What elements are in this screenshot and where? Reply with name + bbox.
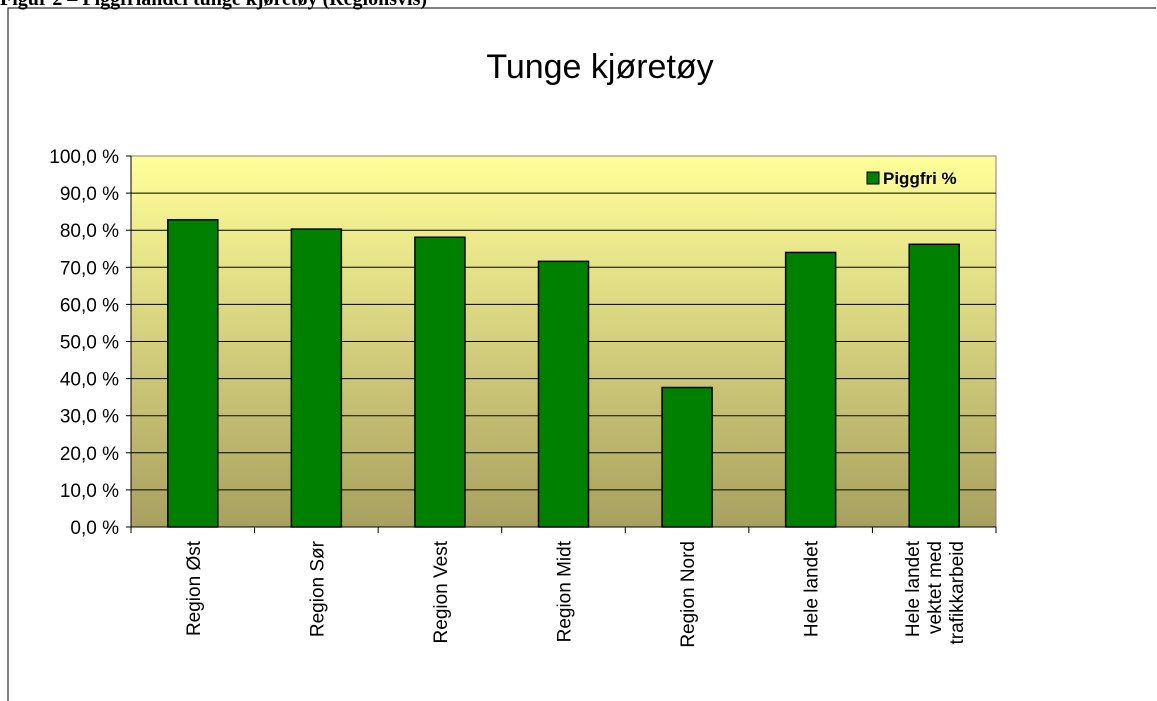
legend-label: Piggfri % [883, 169, 957, 188]
bar [537, 260, 590, 528]
bar [167, 219, 219, 528]
y-tick-label: 10,0 % [60, 481, 119, 502]
bar [784, 251, 837, 528]
x-tick-label: Region Nord [678, 541, 699, 648]
legend-swatch [866, 171, 880, 185]
x-tick-label: Hele landet [802, 540, 823, 637]
caption: Figur 2 – Piggfriandel tunge kjøretøy (R… [0, 0, 427, 10]
y-tick-label: 40,0 % [60, 370, 119, 391]
bar [290, 228, 343, 528]
x-tick-label: Hele landetvektet medtrafikkarbeid [903, 540, 968, 644]
chart-title: Tunge kjøretøy [486, 48, 713, 86]
x-tick-label: Region Øst [184, 540, 205, 636]
y-tick-label: 70,0 % [60, 258, 119, 279]
y-tick-label: 20,0 % [60, 444, 119, 465]
y-tick-label: 30,0 % [60, 407, 119, 428]
y-tick-label: 60,0 % [60, 295, 119, 316]
y-tick-label: 80,0 % [60, 221, 119, 242]
bar [661, 386, 713, 528]
x-tick-label: Region Sør [307, 540, 328, 637]
y-tick-label: 90,0 % [60, 184, 119, 205]
x-tick-label: Region Midt [555, 540, 576, 642]
bar [414, 236, 466, 528]
x-tick-label: Region Vest [431, 540, 452, 643]
y-tick-label: 100,0 % [49, 147, 119, 168]
y-tick-label: 50,0 % [60, 333, 119, 354]
chart-border [7, 7, 1156, 701]
bar [908, 243, 960, 528]
y-tick-label: 0,0 % [70, 518, 119, 539]
